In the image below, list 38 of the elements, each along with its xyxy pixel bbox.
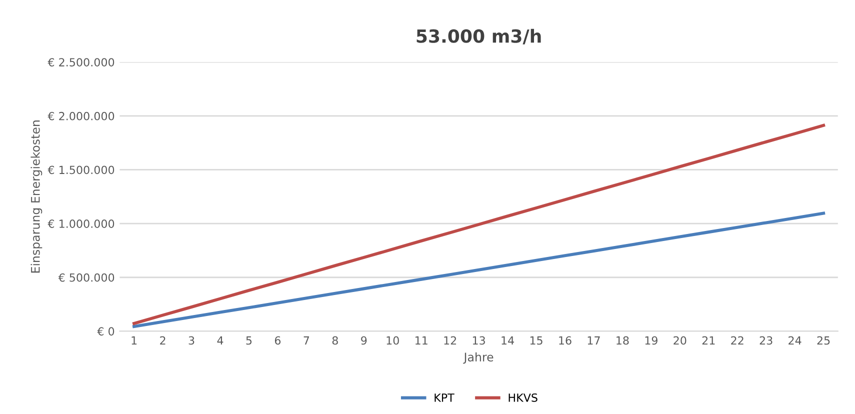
x-tick-label: 22 [731,336,744,345]
x-tick-label: 8 [332,336,338,345]
x-tick-label: 20 [674,336,686,345]
x-tick-label: 17 [588,336,600,345]
legend-label: HKVS [508,393,538,402]
x-tick-label: 25 [817,336,830,345]
x-tick-label: 16 [559,336,572,345]
x-tick-label: 24 [788,336,802,345]
y-axis-title: Einsparung Energiekosten [30,120,42,273]
x-tick-label: 19 [645,336,658,345]
x-tick-label: 6 [274,336,281,345]
x-tick-label: 5 [246,336,252,345]
x-tick-label: 12 [444,336,456,345]
x-tick-label: 23 [760,336,772,345]
x-tick-label: 9 [361,336,367,345]
y-tick-label: € 1.500.000 [48,166,114,174]
y-tick-label: € 0 [97,327,114,336]
x-tick-label: 2 [160,336,166,345]
x-tick-label: 11 [415,336,428,345]
line-series [132,212,826,328]
line-series [132,124,826,325]
y-tick-label: € 1.000.000 [48,220,114,228]
y-tick-label: € 2.000.000 [48,112,114,120]
x-tick-label: 14 [502,336,514,345]
x-tick-label: 21 [702,336,715,345]
chart-title: 53.000 m3/h [416,28,541,44]
x-tick-label: 18 [616,336,629,345]
x-tick-label: 7 [304,336,310,345]
x-tick-label: 15 [530,336,542,345]
x-axis-title: Jahre [463,352,494,364]
x-tick-label: 4 [217,336,224,345]
x-tick-label: 1 [132,336,137,345]
x-tick-label: 10 [386,336,399,345]
x-tick-label: 3 [188,336,194,345]
y-tick-label: € 2.500.000 [48,58,114,66]
y-tick-label: € 500.000 [58,273,114,282]
x-tick-label: 13 [472,336,485,345]
legend-label: KPT [434,394,454,402]
